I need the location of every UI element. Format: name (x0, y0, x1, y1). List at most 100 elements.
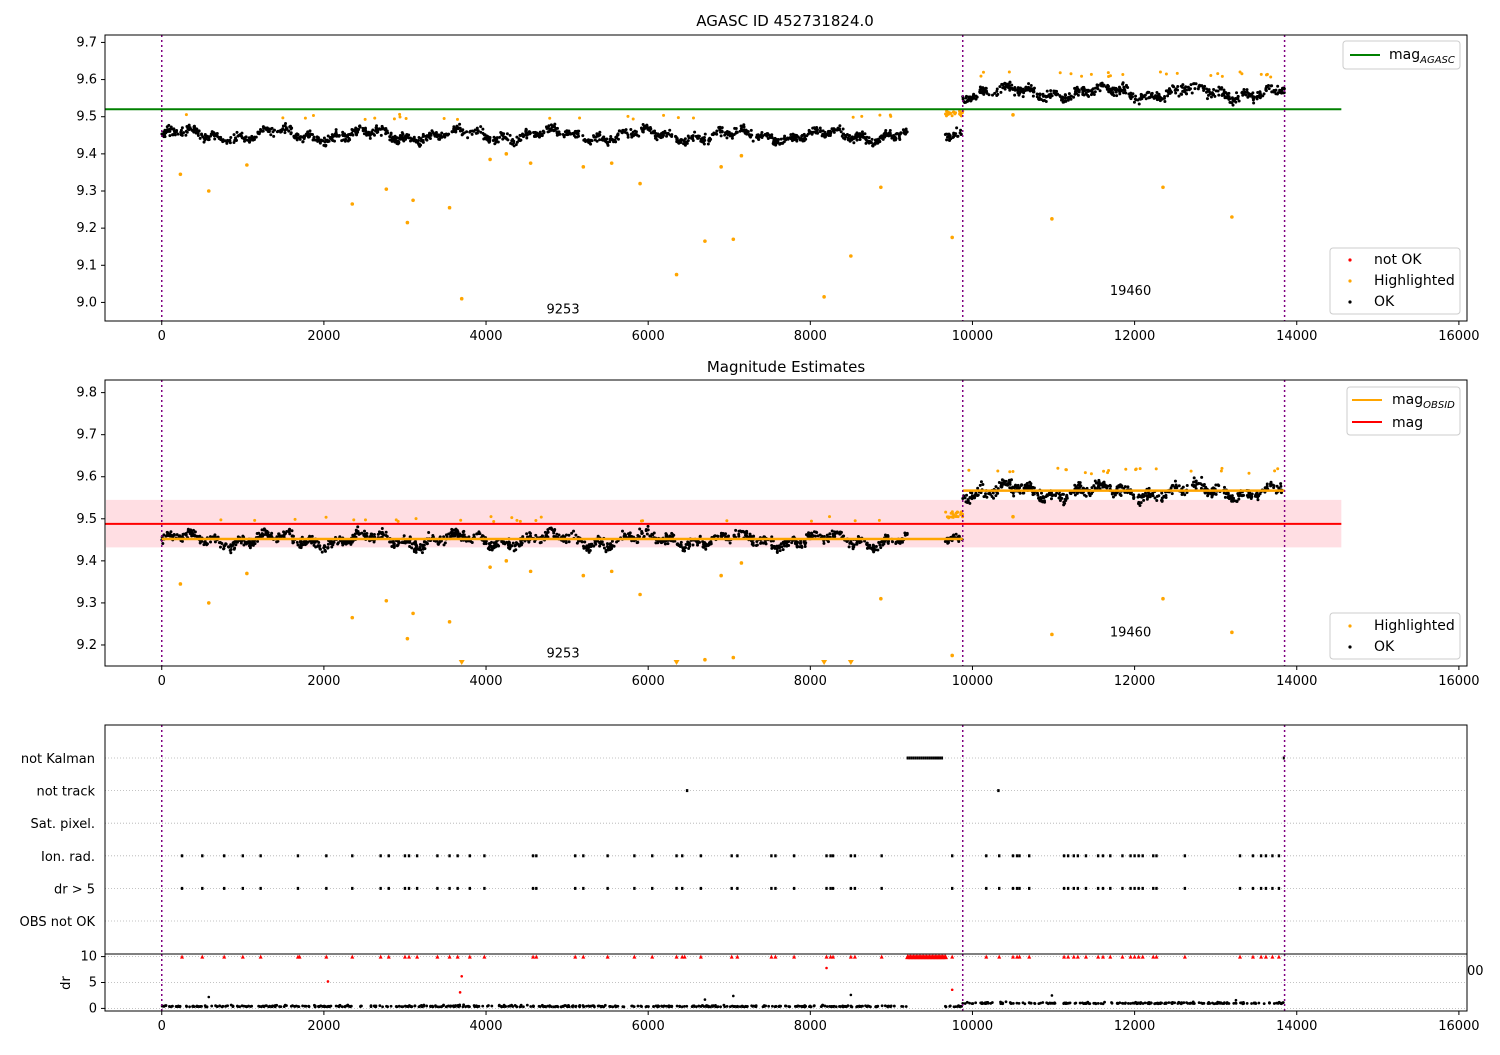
ok-point (1249, 93, 1252, 96)
ok-point (1129, 97, 1132, 100)
highlighted-point (632, 118, 635, 121)
ok-point (885, 134, 888, 137)
ok-point (265, 533, 268, 536)
ok-point (1266, 483, 1269, 486)
ok-point (174, 133, 177, 136)
ok-point (319, 548, 322, 551)
ok-point (1181, 493, 1184, 496)
ok-point (955, 533, 958, 536)
ok-point (748, 134, 751, 137)
ok-point (1025, 89, 1028, 92)
ok-point (407, 136, 410, 139)
panel3-frame (105, 725, 1467, 954)
highlighted-point (662, 114, 665, 117)
ok-point (1008, 479, 1011, 482)
flag-event-marker (436, 887, 438, 890)
ok-point (725, 136, 728, 139)
flag-event-marker (1063, 887, 1065, 890)
highlighted-point (364, 518, 367, 521)
ok-point (304, 134, 307, 137)
flag-event-marker (730, 854, 732, 857)
ok-point (542, 131, 545, 134)
ok-point (337, 135, 340, 138)
flag-event-marker (1239, 887, 1241, 890)
dr-ok-point (741, 1005, 744, 1008)
highlighted-point (1107, 75, 1110, 78)
highlighted-point (878, 519, 881, 522)
ok-point (1180, 93, 1183, 96)
ok-point (744, 535, 747, 538)
dr-ok-point (1157, 1002, 1160, 1005)
x-tick-label: 2000 (307, 329, 340, 344)
ok-point (1214, 484, 1217, 487)
ok-point (850, 137, 853, 140)
ok-point (559, 133, 562, 136)
ok-point (1154, 496, 1157, 499)
highlighted-point (1056, 467, 1059, 470)
ok-point (602, 543, 605, 546)
x-tick-label: 10000 (952, 329, 993, 344)
flag-event-marker (998, 887, 1000, 890)
ok-point (173, 130, 176, 133)
highlighted-point (967, 469, 970, 472)
ok-point (791, 133, 794, 136)
highlighted-outlier (385, 599, 389, 603)
dr-ok-point (359, 1005, 362, 1008)
ok-point (469, 540, 472, 543)
flag-event-marker (582, 854, 584, 857)
dr-ok-point (526, 1004, 529, 1007)
ok-point (350, 128, 353, 131)
ok-point (262, 127, 265, 130)
ok-point (872, 143, 875, 146)
highlighted-point (1209, 74, 1212, 77)
panel1-title: AGASC ID 452731824.0 (696, 12, 874, 30)
highlighted-point (996, 469, 999, 472)
ok-point (289, 125, 292, 128)
ok-point (803, 133, 806, 136)
highlighted-point (1220, 469, 1223, 472)
ok-point (889, 132, 892, 135)
ok-point (881, 137, 884, 140)
ok-point (1106, 86, 1109, 89)
dr-ok-point (813, 1005, 816, 1008)
highlighted-point (393, 117, 396, 120)
ok-point (310, 133, 313, 136)
ok-point (1156, 98, 1159, 101)
ok-point (1252, 101, 1255, 104)
ok-point (358, 124, 361, 127)
ok-point (967, 499, 970, 502)
ok-point (556, 131, 559, 134)
ok-point (583, 546, 586, 549)
ok-point (356, 131, 359, 134)
ok-point (1176, 89, 1179, 92)
highlighted-clipped-marker (848, 660, 854, 665)
ok-point (568, 540, 571, 543)
highlighted-outlier (879, 597, 883, 601)
flag-event-marker (1018, 887, 1020, 890)
ok-point (984, 492, 987, 495)
highlighted-point (947, 516, 950, 519)
ok-point (642, 123, 645, 126)
dr-ok-point (1039, 1002, 1042, 1005)
flag-event-marker (469, 887, 471, 890)
ok-point (298, 136, 301, 139)
ok-point (316, 138, 319, 141)
ok-point (715, 130, 718, 133)
dr-ok-point (681, 1005, 684, 1008)
ok-point (783, 135, 786, 138)
ok-point (872, 550, 875, 553)
ok-point (213, 533, 216, 536)
ok-point (333, 134, 336, 137)
ok-point (558, 533, 561, 536)
dr-ok-point (262, 1005, 265, 1008)
flag-event-marker (1252, 887, 1254, 890)
ok-point (810, 532, 813, 535)
ok-point (222, 547, 225, 550)
ok-point (533, 540, 536, 543)
ok-point (883, 132, 886, 135)
dr-ok-point (582, 1005, 585, 1008)
ok-point (1267, 84, 1270, 87)
ok-point (408, 545, 411, 548)
ok-point (760, 133, 763, 136)
